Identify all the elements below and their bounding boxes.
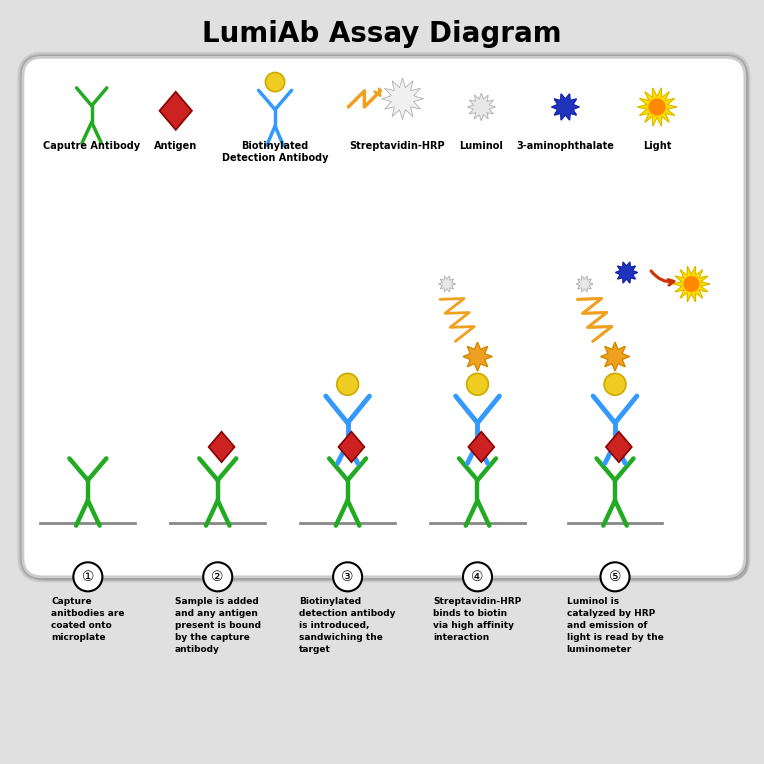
Text: ④: ④ — [471, 570, 484, 584]
Text: ③: ③ — [342, 570, 354, 584]
Text: Capture
anitbodies are
coated onto
microplate: Capture anitbodies are coated onto micro… — [51, 597, 125, 642]
Polygon shape — [673, 266, 710, 302]
Circle shape — [337, 374, 358, 395]
Text: Biotinylated
Detection Antibody: Biotinylated Detection Antibody — [222, 141, 329, 163]
Polygon shape — [552, 94, 579, 120]
Circle shape — [683, 276, 700, 292]
Polygon shape — [439, 276, 455, 292]
Circle shape — [463, 562, 492, 591]
FancyBboxPatch shape — [27, 61, 749, 581]
Circle shape — [73, 562, 102, 591]
Circle shape — [604, 374, 626, 395]
Text: Streptavidin-HRP
binds to biotin
via high affinity
interaction: Streptavidin-HRP binds to biotin via hig… — [433, 597, 522, 642]
Text: Caputre Antibody: Caputre Antibody — [43, 141, 141, 151]
Polygon shape — [209, 432, 235, 462]
FancyBboxPatch shape — [23, 57, 745, 577]
Polygon shape — [576, 276, 593, 292]
Text: Luminol: Luminol — [459, 141, 503, 151]
Text: Luminol is
catalyzed by HRP
and emission of
light is read by the
luminometer: Luminol is catalyzed by HRP and emission… — [567, 597, 663, 654]
Circle shape — [203, 562, 232, 591]
Polygon shape — [606, 432, 632, 462]
Circle shape — [467, 374, 488, 395]
Polygon shape — [338, 432, 364, 462]
Polygon shape — [463, 342, 492, 371]
Polygon shape — [468, 432, 494, 462]
Polygon shape — [382, 78, 423, 119]
Polygon shape — [468, 93, 495, 121]
Polygon shape — [637, 88, 676, 126]
Text: Biotinylated
detection antibody
is introduced,
sandwiching the
target: Biotinylated detection antibody is intro… — [299, 597, 396, 654]
Text: 3-aminophthalate: 3-aminophthalate — [516, 141, 614, 151]
Circle shape — [601, 562, 630, 591]
Circle shape — [649, 99, 665, 115]
Text: Streptavidin-HRP: Streptavidin-HRP — [349, 141, 445, 151]
Circle shape — [333, 562, 362, 591]
Text: ⑤: ⑤ — [609, 570, 621, 584]
Text: ①: ① — [82, 570, 94, 584]
Polygon shape — [616, 262, 637, 283]
Polygon shape — [601, 342, 630, 371]
Text: Light: Light — [643, 141, 672, 151]
Text: ②: ② — [212, 570, 224, 584]
Circle shape — [265, 73, 285, 92]
Polygon shape — [576, 276, 593, 292]
Text: Sample is added
and any antigen
present is bound
by the capture
antibody: Sample is added and any antigen present … — [175, 597, 261, 654]
Polygon shape — [160, 92, 192, 130]
Text: Antigen: Antigen — [154, 141, 197, 151]
Text: LumiAb Assay Diagram: LumiAb Assay Diagram — [202, 21, 562, 48]
